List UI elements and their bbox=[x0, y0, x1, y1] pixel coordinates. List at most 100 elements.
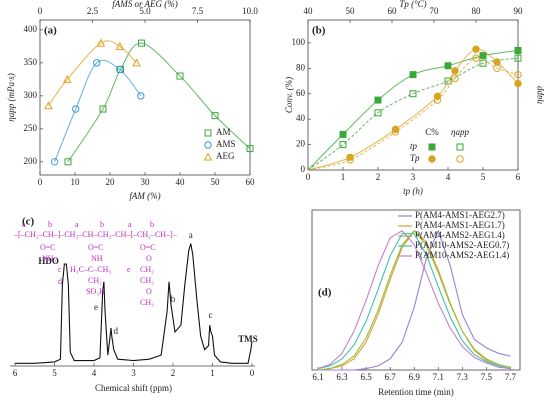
x-tick-label: 20 bbox=[106, 177, 116, 187]
legend-label: P(AM4-AMS1-AEG1.7) bbox=[415, 220, 505, 230]
x-tick-label: 5 bbox=[481, 172, 486, 182]
peak-label: e bbox=[94, 302, 98, 312]
y-tick-label: 0 bbox=[301, 164, 306, 174]
fit-line bbox=[67, 42, 251, 163]
panel-label: (d) bbox=[318, 287, 332, 299]
legend-label: P(AM4-AMS2-AEG1.4) bbox=[415, 230, 505, 240]
marker bbox=[96, 38, 106, 47]
marker bbox=[44, 101, 53, 110]
x-tick-label: 7.5 bbox=[192, 6, 204, 16]
x-tick-label: 2 bbox=[171, 368, 176, 378]
peak-label: HDO bbox=[38, 256, 59, 266]
x-tick-label: 5 bbox=[52, 368, 57, 378]
marker bbox=[51, 158, 59, 166]
peak-label: a bbox=[189, 230, 193, 240]
x-tick-label: 7.3 bbox=[457, 372, 469, 382]
curve bbox=[15, 243, 253, 364]
marker bbox=[514, 79, 522, 88]
structure-text: –[–CH₂–CH–]–CH₂–CH–CH₂–CH–[–CH₂–CH–]– bbox=[13, 230, 178, 239]
marker bbox=[391, 128, 400, 136]
marker bbox=[115, 41, 125, 50]
structure-text: a bbox=[128, 220, 132, 229]
x-tick-label: 6 bbox=[13, 368, 18, 378]
x-tick-label: 4 bbox=[446, 172, 451, 182]
legend-label: Tp bbox=[410, 153, 420, 163]
y-axis-label: Conv. (%) bbox=[284, 77, 294, 113]
marker bbox=[72, 105, 80, 113]
marker bbox=[211, 112, 219, 120]
y-tick-label: 300 bbox=[24, 90, 38, 100]
y-tick-label: 400 bbox=[24, 24, 38, 34]
marker bbox=[64, 158, 72, 166]
y-tick-label: 350 bbox=[24, 57, 38, 67]
structure-text: O=C bbox=[88, 243, 104, 252]
y-tick-label: 40 bbox=[296, 113, 306, 123]
x-axis-label: fAM (%) bbox=[129, 191, 160, 201]
structure-text: CH₂ bbox=[140, 265, 154, 274]
marker bbox=[479, 59, 487, 67]
legend-marker bbox=[456, 143, 464, 151]
x-tick-label: 90 bbox=[514, 6, 524, 16]
marker bbox=[93, 59, 101, 67]
structure-text: d bbox=[58, 277, 62, 286]
structure-text: NH₂ bbox=[42, 254, 57, 263]
marker bbox=[479, 52, 487, 60]
legend-header: ηapp bbox=[451, 127, 469, 137]
marker bbox=[451, 67, 459, 75]
y-tick-label: 60 bbox=[296, 88, 306, 98]
y-tick-label: 20 bbox=[296, 139, 306, 149]
y2-axis-label: ηapp bbox=[534, 86, 544, 104]
marker bbox=[374, 109, 382, 117]
structure-text: CH₂ bbox=[140, 276, 154, 285]
peak-label: TMS bbox=[238, 334, 258, 344]
legend-marker bbox=[203, 152, 213, 161]
x-tick-label: 10 bbox=[71, 177, 81, 187]
fit-line bbox=[47, 40, 137, 107]
x-tick-label: 7.1 bbox=[433, 372, 444, 382]
plot-frame bbox=[311, 209, 521, 371]
x-tick-label: 3 bbox=[131, 368, 136, 378]
legend-label: AMS bbox=[216, 139, 236, 149]
marker bbox=[409, 71, 417, 79]
fit-line bbox=[307, 57, 519, 171]
legend-marker bbox=[204, 129, 212, 137]
legend-marker bbox=[428, 155, 436, 163]
x-tick-label: 30 bbox=[141, 177, 151, 187]
x-tick-label: 2 bbox=[376, 172, 381, 182]
legend-label: P(AM10-AMS2-AEG1.4) bbox=[415, 250, 509, 260]
curve bbox=[318, 229, 511, 371]
marker bbox=[409, 90, 417, 98]
marker bbox=[62, 74, 72, 83]
marker bbox=[138, 39, 145, 47]
y-tick-label: 100 bbox=[292, 37, 306, 47]
structure-text: e bbox=[127, 265, 131, 274]
fit-line bbox=[307, 57, 519, 171]
marker bbox=[246, 145, 254, 153]
marker bbox=[137, 92, 145, 100]
x-tick-label: 6.9 bbox=[409, 372, 421, 382]
x-tick-label: 60 bbox=[388, 6, 398, 16]
marker bbox=[444, 77, 452, 85]
structure-text: SO₃H bbox=[86, 287, 105, 296]
structure-text: O=C bbox=[40, 243, 56, 252]
structure-text: O=C bbox=[140, 243, 156, 252]
legend-label: AEG bbox=[216, 151, 235, 161]
legend-label: P(AM4-AMS1-AEG2.7) bbox=[415, 210, 505, 220]
x-tick-label: 80 bbox=[472, 6, 482, 16]
x-tick-label: 3 bbox=[411, 172, 416, 182]
x-axis-label: Retention time (min) bbox=[378, 387, 454, 397]
y-axis-label: ηapp (mPa·s) bbox=[6, 73, 16, 121]
x-tick-label: 0 bbox=[38, 177, 43, 187]
fit-line bbox=[307, 48, 519, 171]
curve bbox=[317, 233, 511, 370]
structure-text: c bbox=[58, 265, 62, 274]
x-tick-label: 70 bbox=[430, 6, 440, 16]
x-tick-label: 7.7 bbox=[505, 372, 517, 382]
x-tick-label: 10.0 bbox=[242, 6, 258, 16]
structure-text: CH₂ bbox=[88, 276, 102, 285]
x-tick-label: 5.0 bbox=[139, 6, 151, 16]
x-tick-label: 6.7 bbox=[385, 372, 397, 382]
legend-marker bbox=[204, 141, 212, 149]
marker bbox=[514, 47, 522, 55]
